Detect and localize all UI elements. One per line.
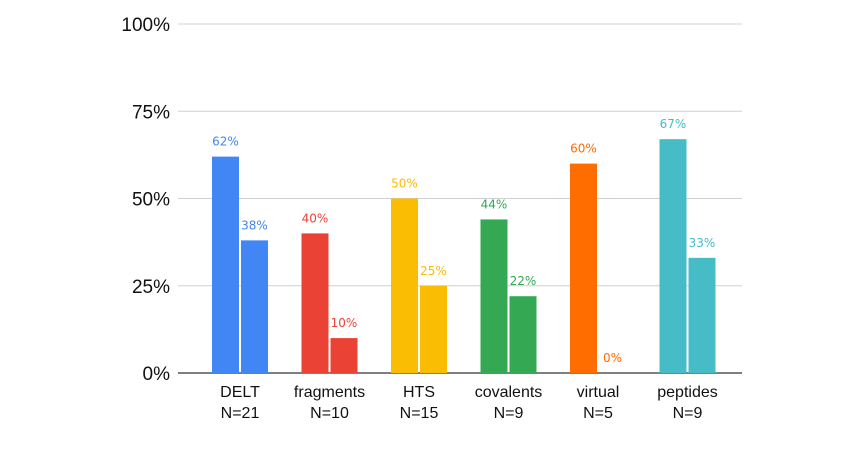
bar-HTS-2 [420, 285, 447, 373]
x-tick-sample-size: N=9 [494, 405, 524, 422]
y-tick-label: 100% [121, 15, 170, 36]
x-tick-label: HTS [403, 384, 435, 401]
data-label: 38% [241, 218, 268, 232]
bar-peptides-1 [659, 139, 687, 373]
data-label: 10% [331, 316, 358, 330]
x-tick-label: peptides [657, 384, 718, 401]
bar-covalents-1 [480, 219, 508, 373]
x-axis-ticks: DELT N=21 fragments N=10 HTS N=15 covalents N=9… [220, 384, 718, 422]
y-tick-label: 50% [132, 190, 170, 211]
x-tick-sample-size: N=15 [400, 405, 439, 422]
bar-DELT-2 [241, 240, 268, 373]
x-tick-label: DELT [220, 384, 260, 401]
x-tick-sample-size: N=21 [221, 405, 260, 422]
x-tick-label: virtual [577, 384, 620, 401]
y-tick-label: 0% [143, 364, 171, 385]
data-label: 62% [212, 135, 239, 149]
data-label: 22% [510, 274, 537, 288]
bars [212, 139, 716, 373]
x-tick-label: covalents [475, 384, 543, 401]
x-tick-label: fragments [294, 384, 365, 401]
x-tick-sample-size: N=10 [310, 405, 349, 422]
data-label: 50% [391, 177, 418, 191]
y-tick-label: 25% [132, 277, 170, 298]
data-label: 44% [481, 197, 508, 211]
bar-covalents-2 [509, 296, 537, 373]
data-label: 67% [660, 117, 687, 131]
data-label: 0% [603, 351, 622, 365]
x-tick-sample-size: N=9 [673, 405, 703, 422]
bar-peptides-2 [688, 257, 716, 373]
bar-HTS-1 [391, 198, 418, 373]
y-axis-ticks: 0% 25% 50% 75% 100% [121, 15, 170, 385]
data-label: 40% [302, 211, 329, 225]
data-labels: 62% 38% 40% 10% 50% 25% 44% 22% 60% 0% 67% 33% [212, 117, 715, 365]
bar-DELT-1 [212, 156, 239, 373]
data-label: 33% [689, 236, 716, 250]
y-tick-label: 75% [132, 102, 170, 123]
gridlines [178, 23, 742, 374]
data-label: 60% [570, 142, 597, 156]
data-label: 25% [420, 264, 447, 278]
bar-fragments-2 [330, 338, 358, 373]
bar-virtual-1 [570, 163, 597, 373]
bar-fragments-1 [301, 233, 329, 373]
x-tick-sample-size: N=5 [583, 405, 613, 422]
